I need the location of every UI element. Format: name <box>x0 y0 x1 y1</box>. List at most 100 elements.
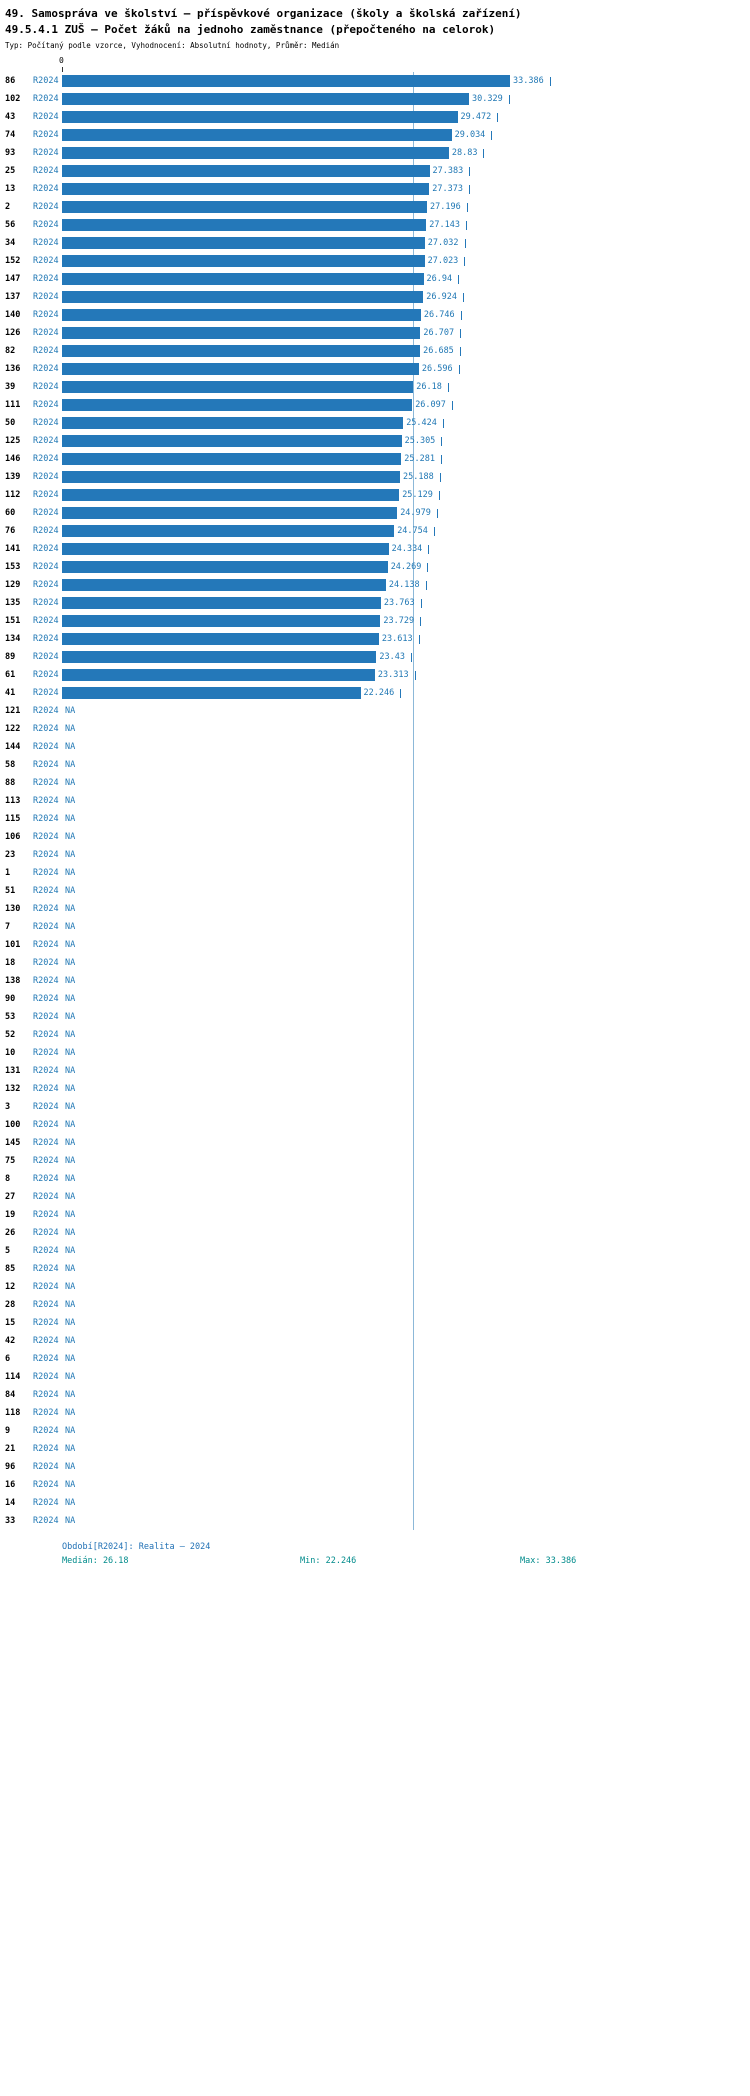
bar <box>62 597 381 609</box>
row-category-label: 27 <box>5 1192 16 1202</box>
bar-area: NA <box>62 1098 75 1116</box>
na-value-label: NA <box>65 724 76 734</box>
row-category-label: 9 <box>5 1426 11 1436</box>
bar <box>62 129 452 141</box>
bar <box>62 687 361 699</box>
bar-area: NA <box>62 1350 75 1368</box>
bar-area: 29.034 <box>62 126 493 144</box>
bar-row: 21 R2024 NA <box>0 1440 750 1458</box>
bar-row: 41 R2024 22.246 <box>0 684 750 702</box>
bar <box>62 111 458 123</box>
bar-row: 147 R2024 26.94 <box>0 270 750 288</box>
bar <box>62 507 398 519</box>
bar-area: NA <box>62 864 75 882</box>
bar-row: 111 R2024 26.097 <box>0 396 750 414</box>
bar-value-label: 25.424 <box>406 418 437 428</box>
bar-area: NA <box>62 1296 75 1314</box>
bar-area: NA <box>62 828 75 846</box>
na-value-label: NA <box>65 1228 76 1238</box>
row-category-label: 137 <box>5 292 21 302</box>
bar-value-label: 24.754 <box>397 526 428 536</box>
na-value-label: NA <box>65 904 76 914</box>
row-category-label: 138 <box>5 976 21 986</box>
row-series-label: R2024 <box>33 1174 59 1184</box>
row-category-label: 114 <box>5 1372 21 1382</box>
row-category-label: 88 <box>5 778 16 788</box>
bar-area: 27.023 <box>62 252 466 270</box>
bar-area: 23.729 <box>62 612 422 630</box>
row-series-label: R2024 <box>33 724 59 734</box>
row-series-label: R2024 <box>33 652 59 662</box>
row-marker-tick <box>420 598 422 608</box>
row-category-label: 101 <box>5 940 21 950</box>
row-category-label: 41 <box>5 688 16 698</box>
row-marker-tick <box>427 562 429 572</box>
na-value-label: NA <box>65 778 76 788</box>
bar-value-label: 26.746 <box>423 310 455 320</box>
bar <box>62 669 375 681</box>
bar-area: NA <box>62 1008 75 1026</box>
row-category-label: 130 <box>5 904 21 914</box>
row-category-label: 8 <box>5 1174 11 1184</box>
bar-row: 34 R2024 27.032 <box>0 234 750 252</box>
row-series-label: R2024 <box>33 976 59 986</box>
bar-area: 26.707 <box>62 324 462 342</box>
row-series-label: R2024 <box>33 1264 59 1274</box>
bar-area: 26.685 <box>62 342 461 360</box>
row-series-label: R2024 <box>33 796 59 806</box>
row-series-label: R2024 <box>33 922 59 932</box>
bar <box>62 255 425 267</box>
row-marker-tick <box>447 382 449 392</box>
bar-row: 106 R2024 NA <box>0 828 750 846</box>
row-marker-tick <box>458 364 460 374</box>
row-marker-tick <box>491 130 493 140</box>
row-category-label: 134 <box>5 634 21 644</box>
bar-area: 25.188 <box>62 468 441 486</box>
bar-area: NA <box>62 1494 75 1512</box>
row-series-label: R2024 <box>33 778 59 788</box>
row-category-label: 93 <box>5 148 16 158</box>
bar <box>62 273 424 285</box>
bar-row: 129 R2024 24.138 <box>0 576 750 594</box>
row-category-label: 82 <box>5 346 16 356</box>
row-marker-tick <box>428 544 430 554</box>
row-series-label: R2024 <box>33 616 59 626</box>
na-value-label: NA <box>65 1354 76 1364</box>
bar-area: 23.613 <box>62 630 420 648</box>
row-marker-tick <box>466 220 468 230</box>
bar-value-label: 27.373 <box>432 184 464 194</box>
row-marker-tick <box>466 202 468 212</box>
row-marker-tick <box>441 454 443 464</box>
row-series-label: R2024 <box>33 1246 59 1256</box>
bar-value-label: 29.472 <box>460 112 492 122</box>
x-axis: 0 <box>0 56 750 72</box>
row-category-label: 13 <box>5 184 16 194</box>
row-category-label: 131 <box>5 1066 21 1076</box>
na-value-label: NA <box>65 1372 76 1382</box>
row-category-label: 136 <box>5 364 21 374</box>
row-series-label: R2024 <box>33 1030 59 1040</box>
bar-value-label: 26.18 <box>416 382 442 392</box>
bar-area: 23.763 <box>62 594 422 612</box>
bar-value-label: 26.685 <box>423 346 454 356</box>
bar-row: 145 R2024 NA <box>0 1134 750 1152</box>
na-value-label: NA <box>65 1120 76 1130</box>
bar-value-label: 23.43 <box>379 652 405 662</box>
bar <box>62 453 402 465</box>
row-category-label: 28 <box>5 1300 16 1310</box>
bar-row: 16 R2024 NA <box>0 1476 750 1494</box>
bar-row: 90 R2024 NA <box>0 990 750 1008</box>
bar-area: NA <box>62 936 75 954</box>
bar-area: 24.979 <box>62 504 438 522</box>
bar-area: 24.269 <box>62 558 429 576</box>
bar-row: 76 R2024 24.754 <box>0 522 750 540</box>
row-series-label: R2024 <box>33 1354 59 1364</box>
bar-row: 51 R2024 NA <box>0 882 750 900</box>
bar <box>62 147 449 159</box>
footer-max: Max: 33.386 <box>520 1556 577 1566</box>
bar-area: NA <box>62 900 75 918</box>
report-header: 49. Samospráva ve školství – příspěvkové… <box>0 0 750 52</box>
row-series-label: R2024 <box>33 1336 59 1346</box>
bar-area: NA <box>62 1062 75 1080</box>
row-category-label: 147 <box>5 274 21 284</box>
